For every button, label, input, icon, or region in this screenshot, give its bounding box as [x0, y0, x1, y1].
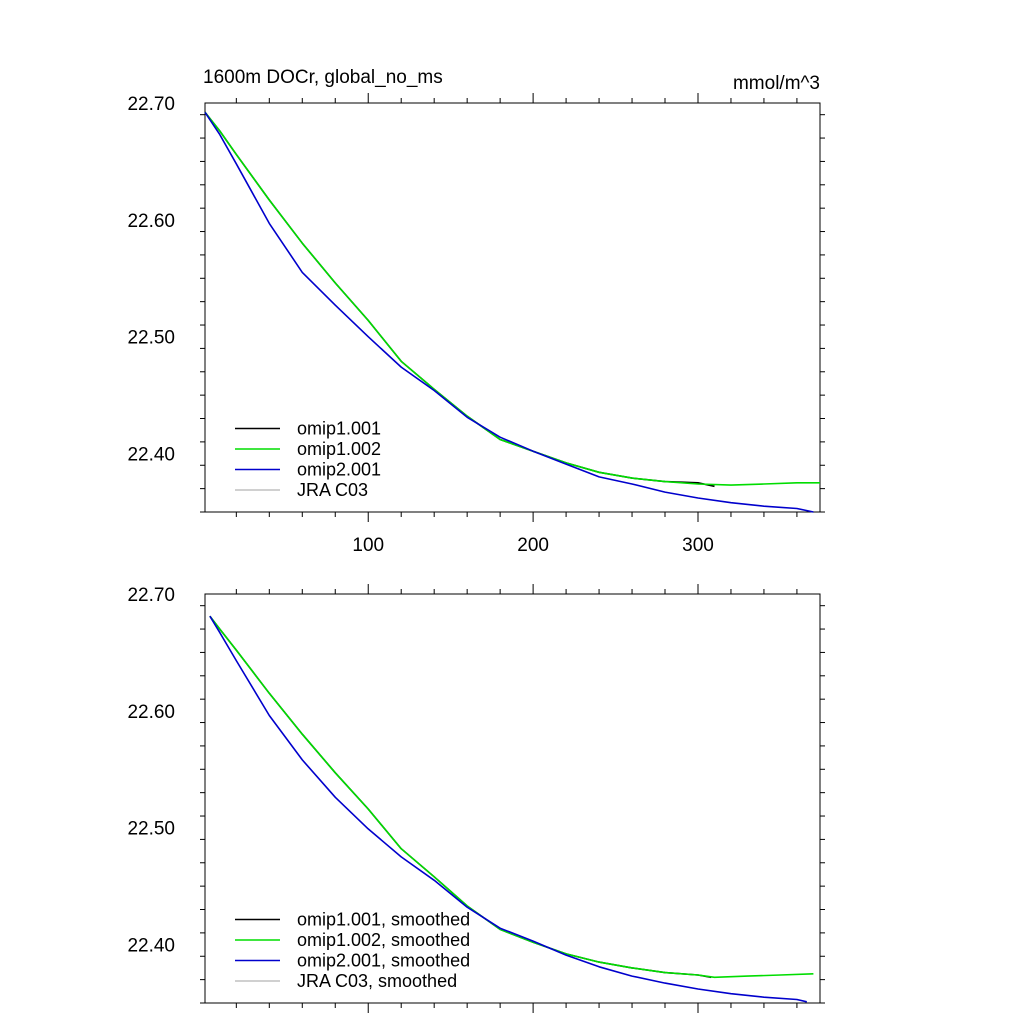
chart-1-ticks	[200, 584, 825, 1013]
chart-1-legend-label: omip2.001, smoothed	[297, 951, 470, 971]
chart-1-ytick-label: 22.50	[127, 819, 175, 840]
chart-0-xtick-label: 300	[682, 535, 714, 556]
chart-1-ytick-label: 22.70	[127, 585, 175, 606]
chart-1-series-line-1	[209, 615, 814, 979]
chart-0-xtick-label: 200	[517, 535, 549, 556]
chart-1-legend-label: omip1.001, smoothed	[297, 910, 470, 930]
chart-0-xtick-label: 100	[352, 535, 384, 556]
chart-1-legend-label: JRA C03, smoothed	[297, 971, 457, 991]
chart-0-legend-label: omip1.002	[297, 439, 381, 459]
chart-1-ytick-label: 22.60	[127, 702, 175, 723]
chart-0-ytick-label: 22.50	[127, 328, 175, 349]
chart-0-legend-label: omip1.001	[297, 419, 381, 439]
chart-1-legend-label: omip1.002, smoothed	[297, 930, 470, 950]
chart-0-ytick-label: 22.60	[127, 211, 175, 232]
chart-0-legend-label: JRA C03	[297, 480, 368, 500]
chart-0-series-line-1	[204, 111, 820, 486]
chart-0-series-line-2	[204, 111, 814, 513]
top-panel: 22.40 22.50 22.60 22.70 100 200 300 1600m DOCr,…	[127, 67, 825, 556]
chart-1-frame	[204, 593, 821, 1004]
chart-0-units: mmol/m^3	[733, 73, 820, 94]
chart-0-ytick-label: 22.40	[127, 445, 175, 466]
chart-0-title: 1600m DOCr, global_no_ms	[203, 67, 443, 88]
chart-1-ytick-label: 22.40	[127, 936, 175, 957]
chart-1-series-line-2	[209, 615, 807, 1003]
chart-0-series-line-0	[204, 111, 715, 488]
chart-0-frame	[204, 102, 821, 513]
chart-0-ticks	[200, 93, 825, 522]
chart-0-ytick-label: 22.70	[127, 94, 175, 115]
chart-0-legend-label: omip2.001	[297, 460, 381, 480]
